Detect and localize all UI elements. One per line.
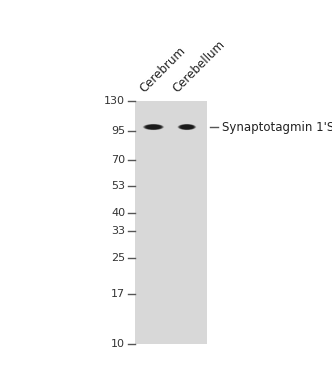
Ellipse shape bbox=[181, 125, 193, 129]
Ellipse shape bbox=[179, 124, 195, 130]
Ellipse shape bbox=[184, 126, 190, 128]
Ellipse shape bbox=[182, 125, 192, 129]
Ellipse shape bbox=[180, 125, 194, 129]
Ellipse shape bbox=[145, 125, 162, 129]
Ellipse shape bbox=[143, 124, 164, 130]
Ellipse shape bbox=[182, 125, 192, 129]
Bar bbox=[135, 102, 208, 344]
Ellipse shape bbox=[147, 125, 160, 129]
Ellipse shape bbox=[178, 124, 196, 130]
Ellipse shape bbox=[150, 126, 157, 128]
Ellipse shape bbox=[181, 125, 193, 129]
Ellipse shape bbox=[177, 124, 197, 130]
Ellipse shape bbox=[148, 125, 159, 129]
Ellipse shape bbox=[185, 126, 189, 128]
Ellipse shape bbox=[147, 125, 160, 129]
Ellipse shape bbox=[185, 126, 189, 128]
Ellipse shape bbox=[143, 124, 163, 130]
Text: Cerebrum: Cerebrum bbox=[138, 44, 189, 95]
Ellipse shape bbox=[179, 125, 195, 130]
Ellipse shape bbox=[146, 125, 161, 129]
Ellipse shape bbox=[178, 124, 196, 130]
Ellipse shape bbox=[149, 126, 158, 128]
Ellipse shape bbox=[178, 124, 195, 130]
Ellipse shape bbox=[179, 124, 195, 130]
Ellipse shape bbox=[178, 124, 196, 130]
Ellipse shape bbox=[151, 126, 156, 128]
Ellipse shape bbox=[184, 126, 190, 128]
Ellipse shape bbox=[149, 126, 157, 128]
Ellipse shape bbox=[145, 125, 162, 130]
Ellipse shape bbox=[147, 125, 159, 129]
Text: 70: 70 bbox=[111, 155, 125, 165]
Ellipse shape bbox=[143, 124, 164, 130]
Ellipse shape bbox=[179, 125, 194, 129]
Ellipse shape bbox=[146, 125, 161, 129]
Ellipse shape bbox=[144, 124, 162, 130]
Ellipse shape bbox=[151, 126, 156, 128]
Text: 33: 33 bbox=[111, 226, 125, 236]
Ellipse shape bbox=[151, 126, 156, 128]
Ellipse shape bbox=[184, 126, 190, 128]
Text: 130: 130 bbox=[104, 96, 125, 106]
Ellipse shape bbox=[180, 125, 193, 129]
Ellipse shape bbox=[149, 126, 158, 128]
Ellipse shape bbox=[182, 125, 192, 129]
Ellipse shape bbox=[148, 125, 158, 129]
Ellipse shape bbox=[146, 125, 161, 129]
Text: Cerebellum: Cerebellum bbox=[170, 38, 227, 95]
Ellipse shape bbox=[150, 126, 157, 128]
Ellipse shape bbox=[184, 126, 190, 128]
Text: 53: 53 bbox=[111, 181, 125, 191]
Ellipse shape bbox=[143, 124, 164, 130]
Text: 17: 17 bbox=[111, 289, 125, 299]
Ellipse shape bbox=[183, 125, 191, 129]
Ellipse shape bbox=[144, 124, 163, 130]
Ellipse shape bbox=[181, 125, 193, 129]
Ellipse shape bbox=[147, 125, 160, 129]
Ellipse shape bbox=[144, 124, 163, 130]
Ellipse shape bbox=[185, 126, 189, 128]
Ellipse shape bbox=[149, 126, 158, 129]
Ellipse shape bbox=[142, 124, 164, 130]
Text: 25: 25 bbox=[111, 252, 125, 263]
Ellipse shape bbox=[182, 125, 192, 129]
Ellipse shape bbox=[145, 125, 162, 129]
Text: 40: 40 bbox=[111, 208, 125, 218]
Ellipse shape bbox=[150, 126, 156, 128]
Ellipse shape bbox=[183, 126, 191, 129]
Ellipse shape bbox=[148, 125, 159, 129]
Ellipse shape bbox=[180, 125, 194, 129]
Text: Synaptotagmin 1'SYT1: Synaptotagmin 1'SYT1 bbox=[222, 120, 332, 134]
Ellipse shape bbox=[183, 126, 191, 128]
Text: 95: 95 bbox=[111, 126, 125, 136]
Ellipse shape bbox=[178, 124, 196, 130]
Ellipse shape bbox=[150, 126, 157, 128]
Ellipse shape bbox=[145, 125, 161, 129]
Ellipse shape bbox=[183, 126, 191, 128]
Ellipse shape bbox=[148, 125, 159, 129]
Ellipse shape bbox=[181, 125, 193, 129]
Text: 10: 10 bbox=[111, 339, 125, 349]
Ellipse shape bbox=[180, 125, 194, 129]
Ellipse shape bbox=[183, 126, 191, 128]
